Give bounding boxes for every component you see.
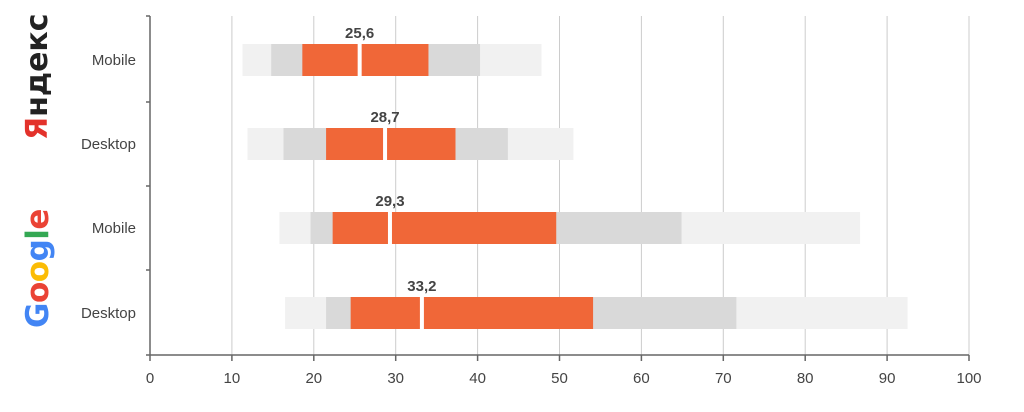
median-label: 33,2: [407, 278, 436, 295]
median-label: 29,3: [375, 193, 404, 210]
x-tick-label: 20: [305, 370, 322, 387]
x-tick-label: 50: [551, 370, 568, 387]
google-logo-letter: e: [20, 209, 56, 230]
median-marker: [383, 128, 388, 160]
google-logo-letter: G: [20, 303, 56, 328]
x-tick-label: 60: [633, 370, 650, 387]
bar-core-range: [326, 128, 456, 160]
median-label: 25,6: [345, 25, 374, 42]
google-logo-letter: g: [20, 239, 56, 262]
x-tick-label: 10: [224, 370, 241, 387]
category-label: Mobile: [92, 220, 136, 237]
google-logo: Google: [18, 209, 58, 328]
x-tick-label: 100: [956, 370, 981, 387]
yandex-logo-rest: ндекс: [20, 13, 55, 117]
x-tick-label: 40: [469, 370, 486, 387]
x-tick-label: 30: [387, 370, 404, 387]
bar-core-range: [332, 212, 557, 244]
yandex-logo: Яндекс: [20, 13, 56, 140]
x-tick-label: 90: [879, 370, 896, 387]
bar-core-range: [302, 44, 429, 76]
category-label: Desktop: [81, 136, 136, 153]
google-logo-letter: l: [20, 229, 56, 240]
x-tick-label: 80: [797, 370, 814, 387]
x-tick-label: 70: [715, 370, 732, 387]
bar-core-range: [350, 297, 594, 329]
median-marker: [387, 212, 392, 244]
median-marker: [419, 297, 424, 329]
google-logo-letter: o: [20, 261, 56, 283]
median-label: 28,7: [370, 109, 399, 126]
category-label: Mobile: [92, 52, 136, 69]
x-tick-label: 0: [146, 370, 154, 387]
median-marker: [357, 44, 362, 76]
category-label: Desktop: [81, 305, 136, 322]
google-logo-letter: o: [20, 282, 56, 304]
yandex-logo-first-letter: Я: [20, 116, 55, 140]
